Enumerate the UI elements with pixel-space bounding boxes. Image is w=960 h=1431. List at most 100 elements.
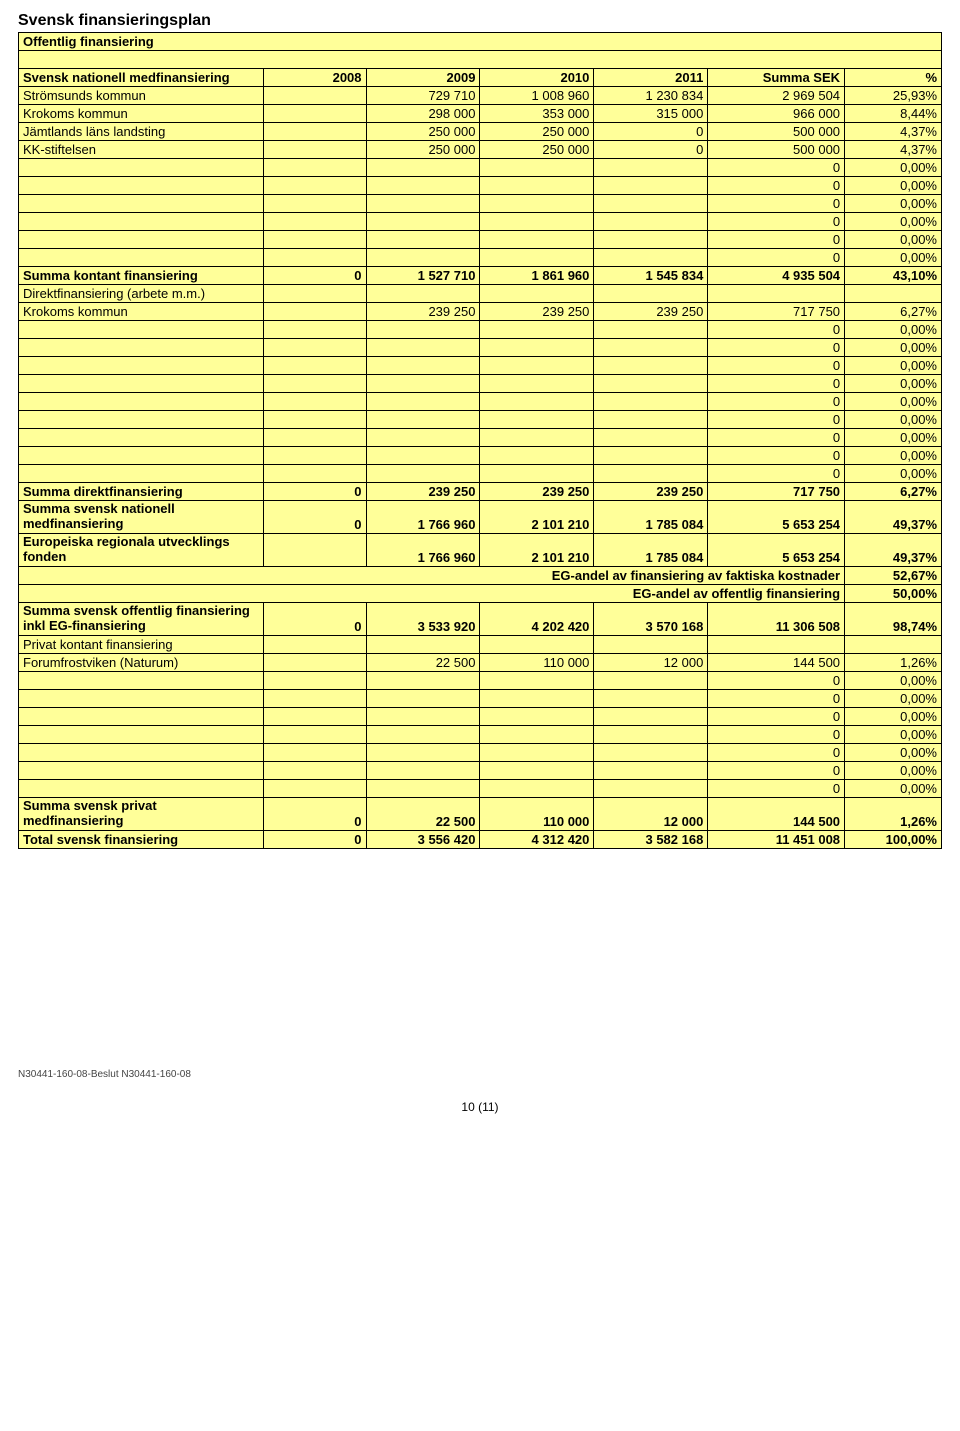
data-cell bbox=[594, 465, 708, 483]
data-cell: 0,00% bbox=[845, 689, 942, 707]
data-cell: 1 785 084 bbox=[594, 533, 708, 566]
data-cell bbox=[366, 159, 480, 177]
data-cell bbox=[263, 195, 366, 213]
data-cell: 0 bbox=[263, 797, 366, 830]
data-cell bbox=[480, 707, 594, 725]
data-cell: 0 bbox=[708, 231, 845, 249]
data-cell: 0,00% bbox=[845, 411, 942, 429]
data-cell: 0,00% bbox=[845, 761, 942, 779]
data-cell bbox=[366, 375, 480, 393]
data-cell: 12 000 bbox=[594, 797, 708, 830]
data-cell: 3 582 168 bbox=[594, 830, 708, 848]
data-cell: 0,00% bbox=[845, 321, 942, 339]
row-label bbox=[19, 779, 264, 797]
data-cell bbox=[263, 87, 366, 105]
data-cell bbox=[594, 707, 708, 725]
row-label bbox=[19, 725, 264, 743]
data-cell: 144 500 bbox=[708, 797, 845, 830]
data-cell: 0 bbox=[708, 779, 845, 797]
column-header: Summa SEK bbox=[708, 69, 845, 87]
data-cell bbox=[263, 141, 366, 159]
data-cell: 100,00% bbox=[845, 830, 942, 848]
data-cell bbox=[480, 743, 594, 761]
data-cell bbox=[263, 779, 366, 797]
data-cell: 49,37% bbox=[845, 533, 942, 566]
data-cell bbox=[263, 159, 366, 177]
data-cell: 0,00% bbox=[845, 213, 942, 231]
data-cell: 2 101 210 bbox=[480, 533, 594, 566]
data-cell: 315 000 bbox=[594, 105, 708, 123]
data-cell bbox=[594, 249, 708, 267]
data-cell bbox=[263, 375, 366, 393]
data-cell: 1 861 960 bbox=[480, 267, 594, 285]
data-cell: 353 000 bbox=[480, 105, 594, 123]
data-cell: 0,00% bbox=[845, 339, 942, 357]
data-cell bbox=[263, 213, 366, 231]
data-cell bbox=[594, 689, 708, 707]
data-cell bbox=[480, 761, 594, 779]
data-cell: 3 570 168 bbox=[594, 602, 708, 635]
data-cell bbox=[366, 177, 480, 195]
table-row: 00,00% bbox=[19, 779, 942, 797]
data-cell: 2 101 210 bbox=[480, 501, 594, 534]
table-row: Forumfrostviken (Naturum)22 500110 00012… bbox=[19, 653, 942, 671]
table-row: 00,00% bbox=[19, 671, 942, 689]
data-cell bbox=[366, 231, 480, 249]
data-cell bbox=[594, 231, 708, 249]
data-cell: 8,44% bbox=[845, 105, 942, 123]
data-cell bbox=[594, 725, 708, 743]
column-header: % bbox=[845, 69, 942, 87]
data-cell: 4 935 504 bbox=[708, 267, 845, 285]
data-cell: 298 000 bbox=[366, 105, 480, 123]
data-cell: 0 bbox=[708, 689, 845, 707]
data-cell: 1 527 710 bbox=[366, 267, 480, 285]
table-row: Summa svensk nationell medfinansiering01… bbox=[19, 501, 942, 534]
row-label: Summa svensk nationell medfinansiering bbox=[19, 501, 264, 534]
table-row: Direktfinansiering (arbete m.m.) bbox=[19, 285, 942, 303]
data-cell: 2 969 504 bbox=[708, 87, 845, 105]
data-cell bbox=[480, 393, 594, 411]
data-cell bbox=[366, 671, 480, 689]
data-cell bbox=[263, 725, 366, 743]
data-cell: 1,26% bbox=[845, 653, 942, 671]
table-row: 00,00% bbox=[19, 339, 942, 357]
row-label bbox=[19, 671, 264, 689]
row-label bbox=[19, 393, 264, 411]
data-cell: 144 500 bbox=[708, 653, 845, 671]
data-cell: 4,37% bbox=[845, 123, 942, 141]
table-row: Total svensk finansiering03 556 4204 312… bbox=[19, 830, 942, 848]
data-cell bbox=[366, 779, 480, 797]
row-label bbox=[19, 177, 264, 195]
table-row: Offentlig finansiering bbox=[19, 33, 942, 51]
data-cell: 1 230 834 bbox=[594, 87, 708, 105]
data-cell bbox=[480, 375, 594, 393]
table-row: 00,00% bbox=[19, 447, 942, 465]
data-cell: 0,00% bbox=[845, 357, 942, 375]
row-label bbox=[19, 743, 264, 761]
data-cell bbox=[480, 725, 594, 743]
data-cell: 0 bbox=[708, 743, 845, 761]
data-cell: 0,00% bbox=[845, 195, 942, 213]
data-cell bbox=[480, 411, 594, 429]
data-cell: 11 451 008 bbox=[708, 830, 845, 848]
data-cell: 250 000 bbox=[366, 123, 480, 141]
data-cell bbox=[263, 653, 366, 671]
row-label bbox=[19, 321, 264, 339]
row-label bbox=[19, 465, 264, 483]
data-cell: 0,00% bbox=[845, 779, 942, 797]
data-cell: 1 785 084 bbox=[594, 501, 708, 534]
row-label: Total svensk finansiering bbox=[19, 830, 264, 848]
data-cell: 0,00% bbox=[845, 447, 942, 465]
data-cell: 0 bbox=[594, 123, 708, 141]
data-cell bbox=[594, 671, 708, 689]
table-row: Europeiska regionala utvecklings fonden1… bbox=[19, 533, 942, 566]
data-cell bbox=[263, 321, 366, 339]
data-cell: 1 766 960 bbox=[366, 533, 480, 566]
data-cell: 98,74% bbox=[845, 602, 942, 635]
data-cell bbox=[366, 465, 480, 483]
data-cell: 0 bbox=[708, 213, 845, 231]
row-label: Summa svensk offentlig finansiering inkl… bbox=[19, 602, 264, 635]
table-row: Svensk nationell medfinansiering20082009… bbox=[19, 69, 942, 87]
table-row: 00,00% bbox=[19, 231, 942, 249]
data-cell: 5 653 254 bbox=[708, 533, 845, 566]
